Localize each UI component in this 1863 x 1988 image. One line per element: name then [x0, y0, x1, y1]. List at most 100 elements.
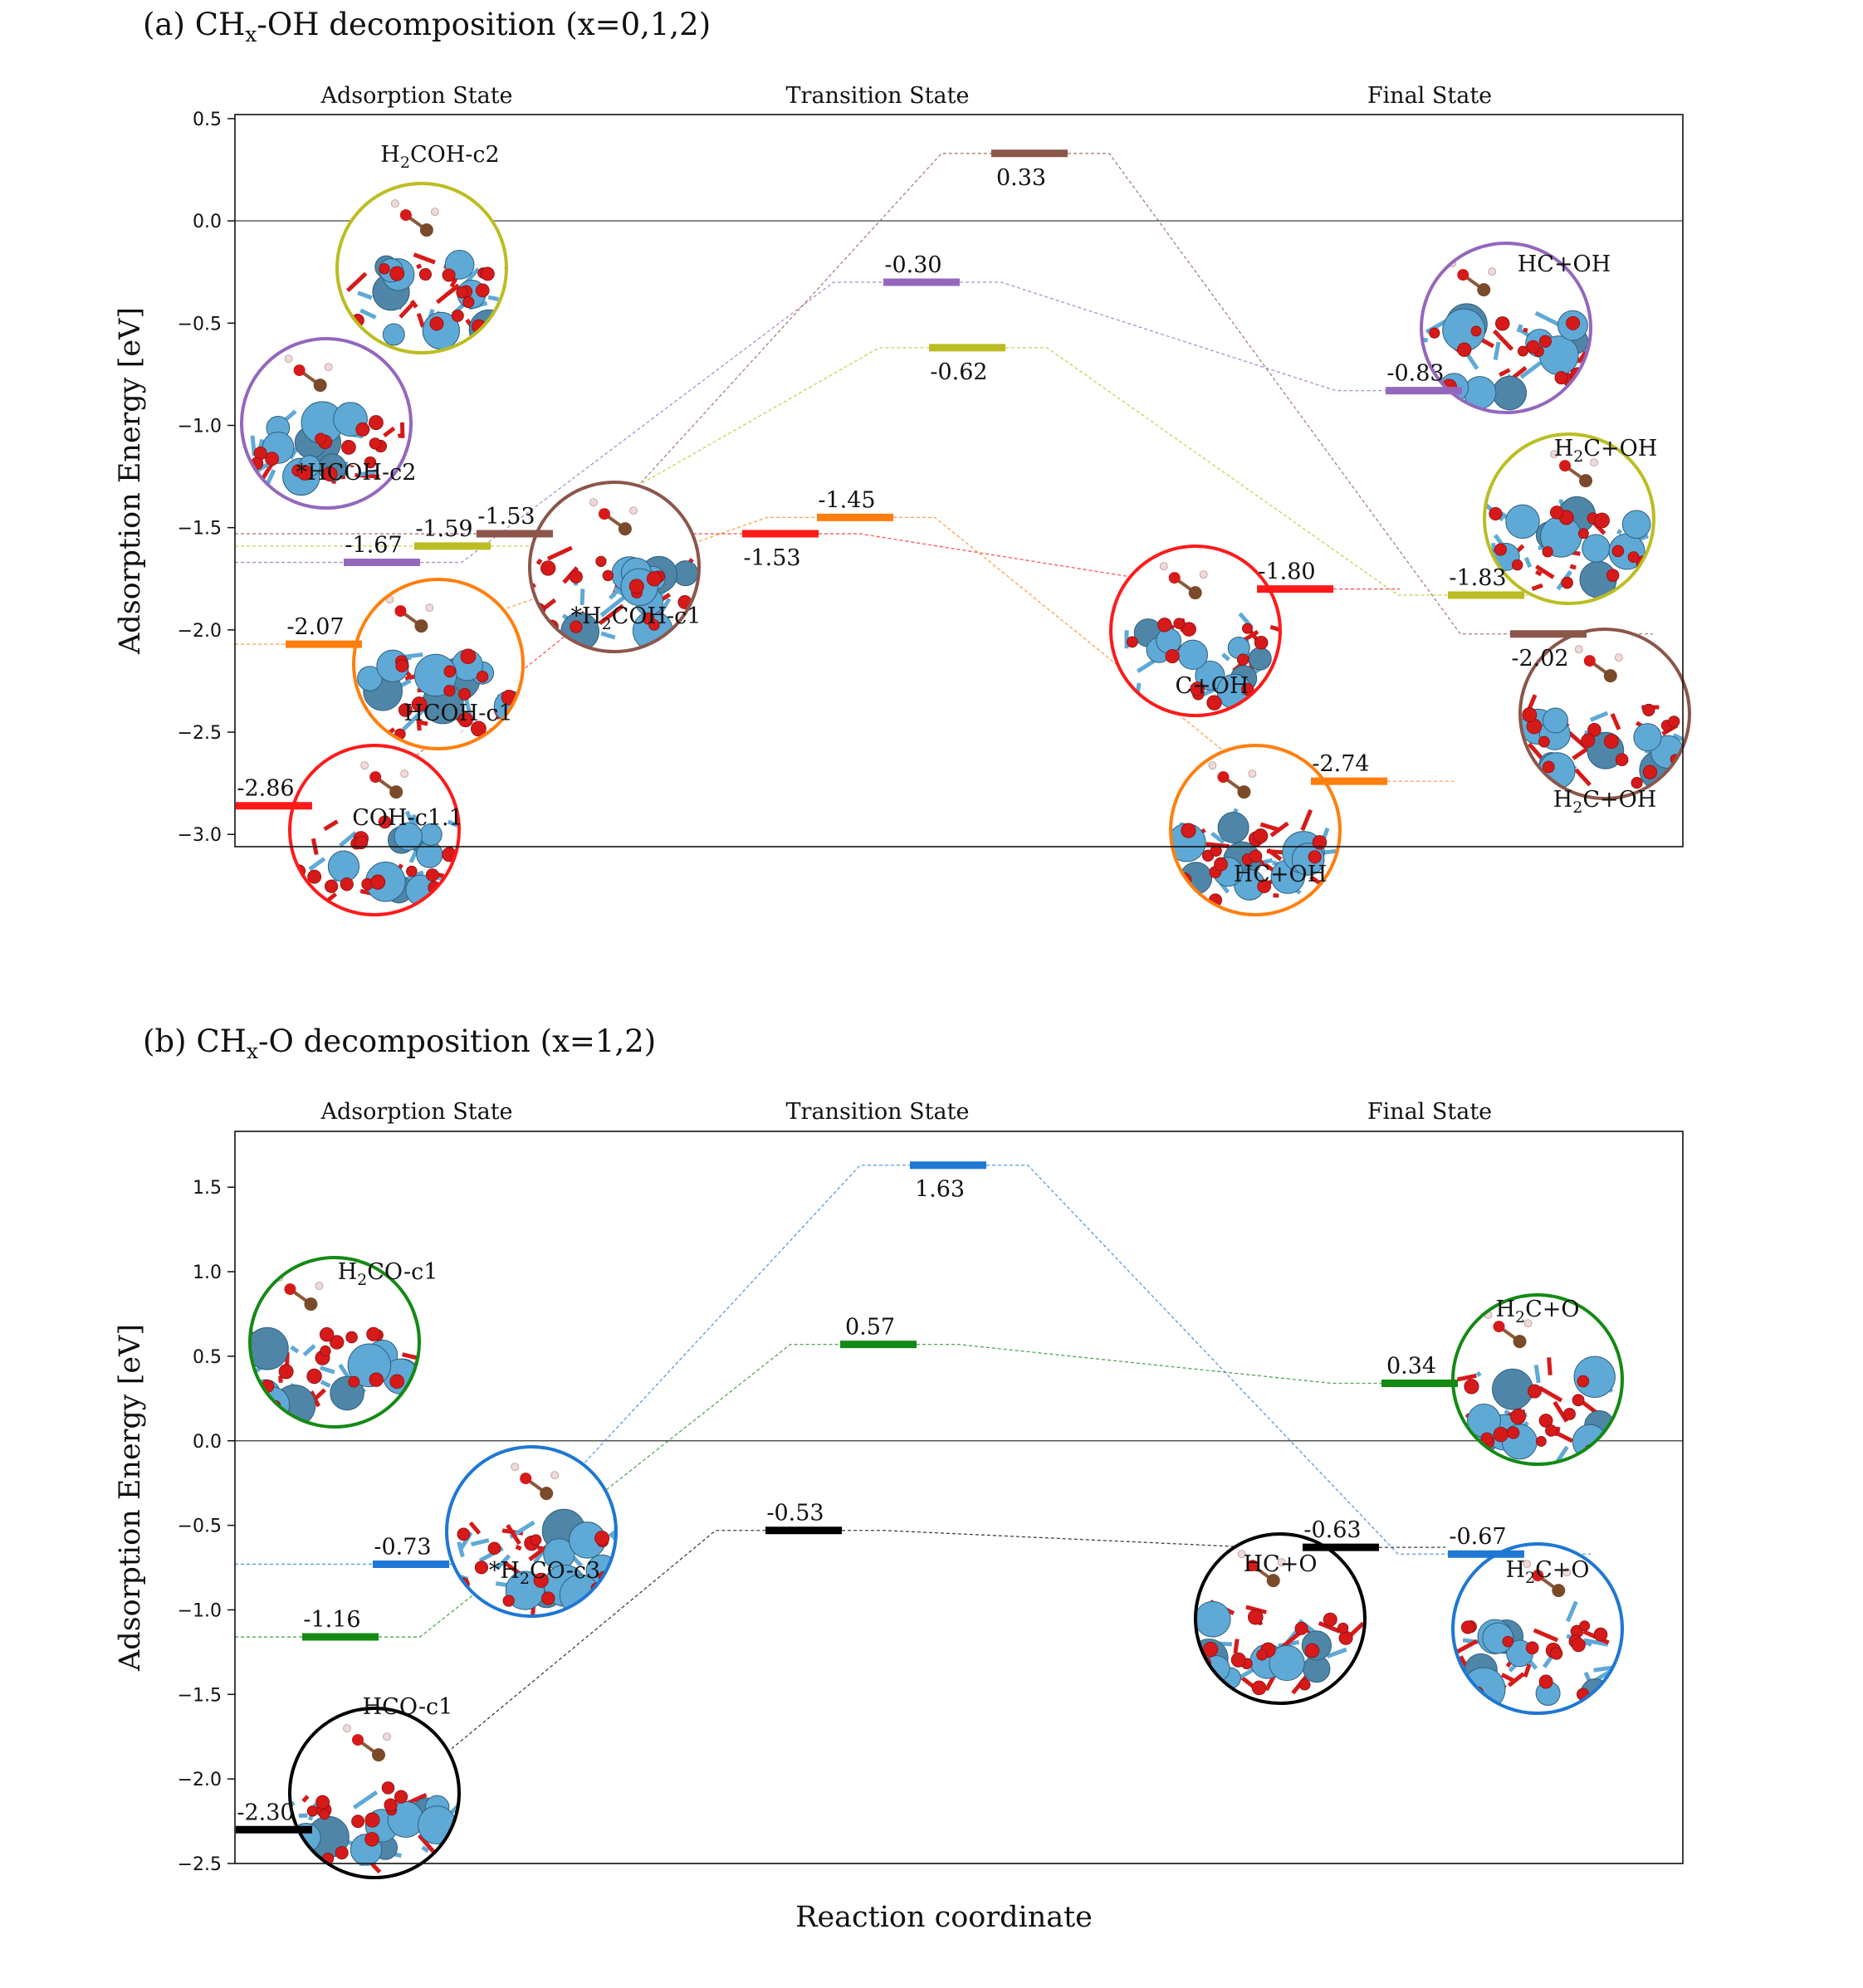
oxygen-atom [364, 456, 377, 469]
oxygen-atom [368, 415, 384, 430]
hydrogen-atom [1277, 1558, 1286, 1566]
hydrogen-atom [1550, 450, 1558, 458]
bond [254, 1406, 267, 1418]
bond [320, 1380, 331, 1389]
bond [1538, 1385, 1563, 1403]
oxygen-atom [351, 1815, 365, 1829]
structure-ring [1194, 1532, 1367, 1705]
oxygen-atom [456, 286, 468, 299]
bond [470, 1538, 490, 1547]
structure-snapshot: HC+O [1194, 1532, 1367, 1705]
oxygen-atom [1493, 1321, 1505, 1333]
bond [1533, 1365, 1541, 1384]
oxygen-atom [1294, 1621, 1308, 1635]
oxygen-atom [1668, 716, 1680, 728]
structure-ring [1483, 432, 1655, 605]
oxygen-atom [340, 877, 354, 891]
structure-atoms [530, 498, 699, 652]
oxygen-atom [1494, 543, 1507, 556]
state-label: Adsorption State [320, 83, 512, 109]
bond [1569, 564, 1577, 570]
bond [535, 558, 543, 565]
structure-snapshot: COH-c1.1 [288, 744, 463, 916]
structure-ring [352, 578, 525, 750]
metal-atom [1501, 1424, 1538, 1460]
structure-ring [240, 337, 413, 510]
oxygen-atom [1510, 1409, 1526, 1425]
oxygen-atom [369, 1372, 384, 1387]
bond [1672, 733, 1685, 742]
state-label: Adsorption State [320, 1099, 512, 1125]
bond [352, 1790, 379, 1810]
oxygen-atom [370, 874, 386, 890]
metal-atom [1269, 1644, 1305, 1682]
bond [409, 299, 418, 309]
bond [1534, 569, 1543, 577]
structure-atoms [1196, 1550, 1365, 1696]
oxygen-atom [1606, 569, 1620, 582]
hydrogen-atom [1562, 1568, 1572, 1576]
hydrogen-atom [1590, 458, 1598, 466]
bond [416, 263, 423, 270]
y-tick-label: −2.0 [178, 1770, 222, 1790]
bond [519, 702, 523, 716]
hydrogen-atom [360, 761, 369, 769]
structure-label: *H2CO-c3 [489, 1558, 600, 1588]
oxygen-atom [471, 720, 487, 737]
structure-snapshot: *H2CO-c3 [445, 1445, 618, 1618]
bond [1221, 652, 1230, 662]
structure-label: HCO-c1 [363, 1694, 453, 1720]
oxygen-atom [364, 1832, 379, 1847]
bond [579, 589, 585, 606]
panel-title: (b) CHx-O decomposition (x=1,2) [143, 1023, 656, 1063]
connector-line [553, 153, 991, 535]
structure-ring [288, 1707, 461, 1879]
oxygen-atom [381, 1781, 395, 1795]
oxygen-atom [1538, 1414, 1553, 1428]
carbon-atom [419, 223, 433, 237]
oxygen-atom [1242, 623, 1253, 634]
oxygen-atom [1495, 316, 1510, 331]
structure-label: H2C+OH [1554, 436, 1658, 466]
oxygen-atom [389, 266, 405, 281]
bond [1535, 564, 1555, 579]
oxygen-atom [1579, 1620, 1591, 1632]
oxygen-atom [319, 1327, 335, 1342]
bond [1127, 695, 1145, 711]
bond [1685, 738, 1689, 746]
hydrogen-atom [1574, 645, 1583, 653]
oxygen-atom [1337, 1622, 1349, 1634]
oxygen-atom [1535, 1436, 1547, 1447]
oxygen-atom [1190, 681, 1205, 696]
oxygen-atom [369, 437, 381, 450]
oxygen-atom [1257, 879, 1271, 894]
oxygen-atom [1528, 1384, 1542, 1399]
hydrogen-atom [1248, 769, 1257, 778]
oxygen-atom [460, 648, 477, 665]
oxygen-atom [1168, 572, 1181, 584]
bond [308, 857, 326, 872]
structure-label: H2CO-c1 [338, 1259, 438, 1289]
hydrogen-atom [629, 506, 638, 515]
oxygen-atom [602, 569, 614, 582]
oxygen-atom [1126, 636, 1138, 648]
oxygen-atom [315, 1795, 330, 1810]
connector-line [917, 1344, 1381, 1385]
bond [1453, 1639, 1454, 1644]
oxygen-atom [1457, 269, 1469, 281]
structure-snapshot: H2COH-c2 [335, 142, 508, 354]
oxygen-atom [646, 571, 663, 587]
energy-label-b_is_blue: -0.73 [374, 1534, 431, 1560]
hydrogen-atom [324, 363, 333, 372]
oxygen-atom [1538, 335, 1552, 348]
bond [1500, 1673, 1514, 1683]
oxygen-atom [476, 670, 489, 683]
structure-ring [1169, 744, 1342, 916]
bond [399, 302, 414, 319]
oxygen-atom [429, 316, 444, 331]
structure-snapshot: H2C+O [1451, 1542, 1624, 1715]
bond [1453, 1439, 1462, 1450]
hydrogen-atom [1523, 1319, 1533, 1327]
bond [452, 1851, 459, 1868]
bond [1457, 1373, 1477, 1382]
